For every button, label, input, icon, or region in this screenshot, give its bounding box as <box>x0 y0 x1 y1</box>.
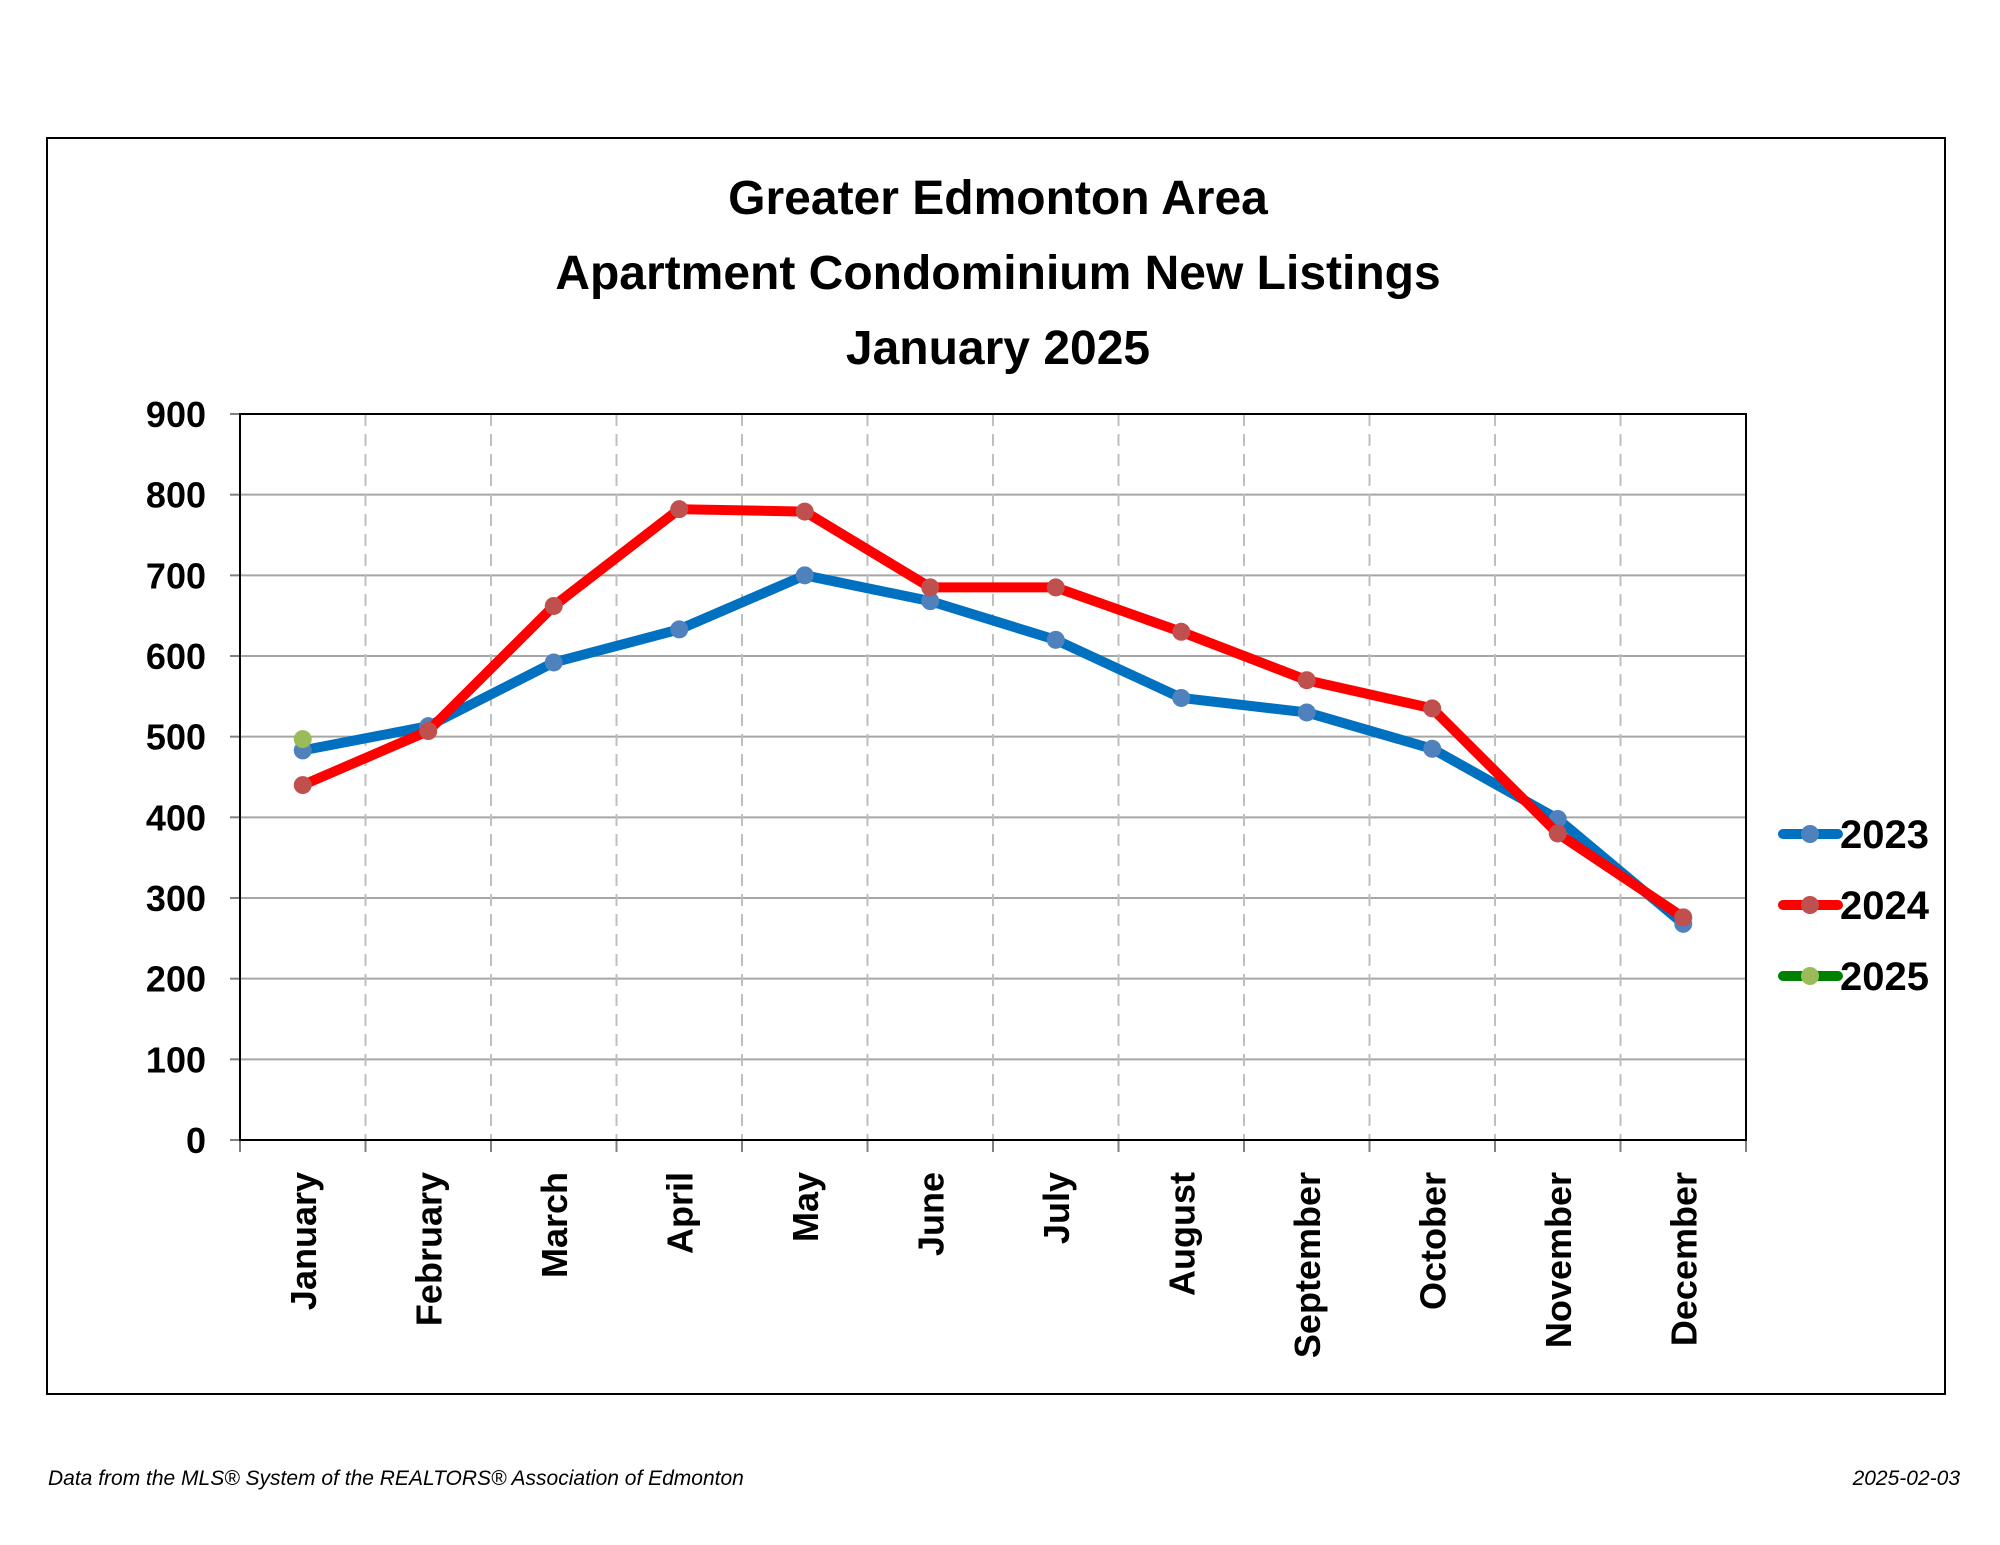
chart-title-line: Apartment Condominium New Listings <box>555 247 1440 300</box>
x-tick-label: November <box>1538 1172 1579 1348</box>
data-point-2024 <box>293 776 312 795</box>
x-tick-label: March <box>534 1172 575 1278</box>
x-tick-label: April <box>659 1172 700 1254</box>
x-tick-label: September <box>1287 1172 1328 1358</box>
data-point-2023 <box>795 566 814 585</box>
x-tick-label: October <box>1412 1172 1453 1310</box>
y-tick-label: 0 <box>186 1120 206 1161</box>
x-tick-label: June <box>910 1172 951 1256</box>
report-date: 2025-02-03 <box>1852 1467 1960 1490</box>
data-point-2023 <box>1046 630 1065 649</box>
y-tick-label: 200 <box>146 959 206 1000</box>
y-tick-label: 400 <box>146 797 206 838</box>
data-point-2024 <box>921 578 940 597</box>
legend-marker-2025 <box>1801 967 1819 985</box>
legend-label-2024: 2024 <box>1840 884 1930 928</box>
data-point-2024 <box>795 502 814 521</box>
series-line-2024 <box>297 504 1689 923</box>
y-tick-label: 500 <box>146 717 206 758</box>
x-tick-label: February <box>408 1172 449 1326</box>
series-line-2023 <box>297 570 1689 929</box>
legend-marker-2024 <box>1801 896 1819 914</box>
chart-title-line: Greater Edmonton Area <box>728 172 1268 225</box>
data-point-2025 <box>293 730 312 749</box>
x-tick-label: January <box>283 1172 324 1310</box>
data-point-2023 <box>1423 739 1442 758</box>
y-tick-label: 700 <box>146 555 206 596</box>
data-point-2023 <box>1297 703 1316 722</box>
y-tick-label: 100 <box>146 1039 206 1080</box>
x-tick-label: May <box>785 1172 826 1242</box>
data-point-2023 <box>544 653 563 672</box>
chart-title-line: January 2025 <box>846 322 1150 375</box>
x-tick-label: December <box>1663 1172 1704 1346</box>
data-point-2024 <box>544 596 563 615</box>
legend-label-2023: 2023 <box>1840 813 1929 857</box>
y-tick-label: 600 <box>146 636 206 677</box>
data-point-2024 <box>1172 622 1191 641</box>
legend-marker-2023 <box>1801 825 1819 843</box>
data-point-2024 <box>1548 824 1567 843</box>
chart-frame: Greater Edmonton Area Apartment Condomini… <box>46 137 1946 1395</box>
data-point-2024 <box>1674 908 1693 927</box>
y-tick-label: 300 <box>146 878 206 919</box>
x-tick-label: August <box>1161 1172 1202 1296</box>
data-point-2023 <box>921 592 940 611</box>
plot-area <box>239 413 1747 1141</box>
data-point-2024 <box>1423 699 1442 718</box>
data-point-2023 <box>1172 688 1191 707</box>
x-tick-label: July <box>1036 1172 1077 1244</box>
y-tick-label: 900 <box>146 394 206 435</box>
data-point-2024 <box>419 722 438 741</box>
legend-label-2025: 2025 <box>1840 955 1929 999</box>
data-point-2024 <box>1046 578 1065 597</box>
y-tick-label: 800 <box>146 475 206 516</box>
data-point-2024 <box>670 500 689 519</box>
data-point-2024 <box>1297 671 1316 690</box>
source-note: Data from the MLS® System of the REALTOR… <box>48 1467 744 1490</box>
data-point-2023 <box>670 620 689 639</box>
line-chart: Greater Edmonton Area Apartment Condomini… <box>146 172 1930 1358</box>
